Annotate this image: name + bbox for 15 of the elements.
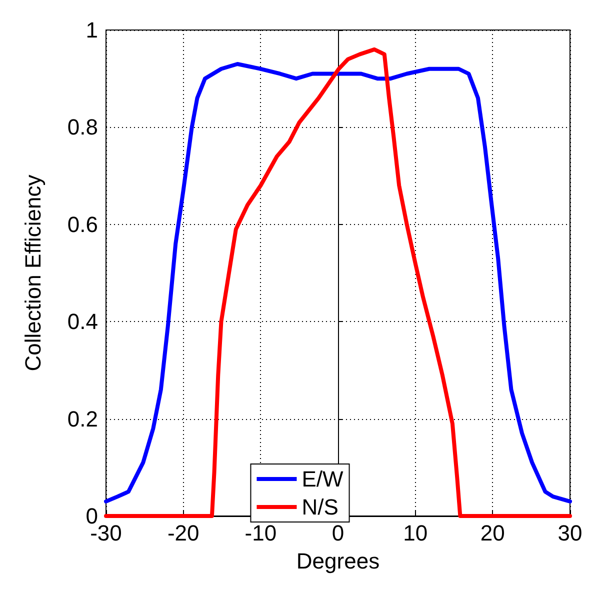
y-tick-label: 0.2: [67, 406, 98, 432]
x-tick-label: 0: [332, 520, 344, 546]
x-tick-label: -10: [244, 520, 277, 546]
y-tick-label: 0.6: [67, 212, 98, 237]
legend-label: E/W: [302, 466, 344, 492]
legend-label: N/S: [302, 494, 338, 520]
y-tick-label: 0.8: [67, 114, 98, 140]
x-tick-label: 10: [403, 520, 428, 546]
y-tick-label: 0.4: [67, 309, 98, 334]
y-axis-title: Collection Efficiency: [20, 174, 46, 372]
x-tick-label: 30: [558, 520, 582, 546]
x-tick-label: -20: [167, 520, 200, 546]
x-axis-title: Degrees: [296, 548, 380, 574]
x-tick-label: 20: [480, 520, 505, 546]
y-tick-label: 1: [86, 18, 98, 42]
